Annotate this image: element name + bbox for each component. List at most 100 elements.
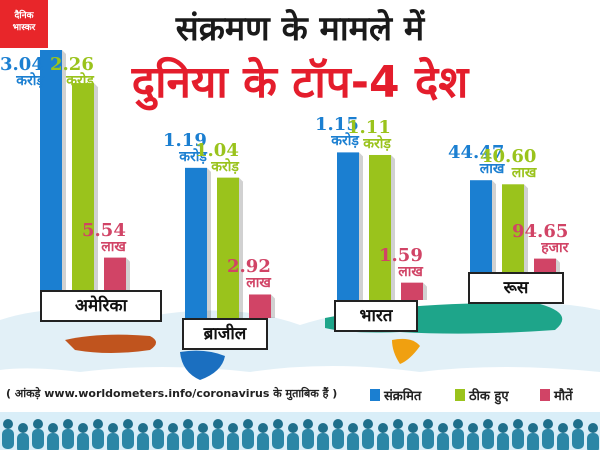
crowd-body xyxy=(302,429,314,449)
bar-shade xyxy=(423,282,427,300)
value-unit: करोड़ xyxy=(363,135,391,152)
crowd-head xyxy=(3,419,13,429)
value-unit: लाख xyxy=(246,275,271,292)
bar-shade xyxy=(359,152,363,300)
bar-shade xyxy=(239,177,243,318)
bar-deaths xyxy=(104,257,126,290)
crowd-head xyxy=(243,419,253,429)
bar-shade xyxy=(62,50,66,290)
crowd-head xyxy=(288,423,298,433)
value-label: 44.47 लाख xyxy=(448,144,504,178)
value-label: 1.15 करोड़ xyxy=(315,116,359,150)
crowd-silhouette xyxy=(0,412,600,450)
country-label: अमेरिका xyxy=(40,290,162,322)
value-label: 1.19 करोड़ xyxy=(163,129,207,166)
bar-deaths xyxy=(401,282,423,300)
crowd-head xyxy=(33,419,43,429)
bar-infected xyxy=(185,167,207,318)
crowd-body xyxy=(272,429,284,449)
bar-shade xyxy=(391,154,395,300)
value-number: 1.11 xyxy=(347,116,391,138)
bar-infected xyxy=(337,152,359,300)
value-label: 40.60 लाख xyxy=(480,148,536,182)
crowd-body xyxy=(32,429,44,449)
crowd-body xyxy=(482,429,494,449)
bar-recovered xyxy=(369,154,391,300)
crowd-head xyxy=(273,419,283,429)
crowd-body xyxy=(512,429,524,449)
bar-shade xyxy=(94,83,98,290)
value-number: 1.59 xyxy=(379,244,423,266)
value-unit: हजार xyxy=(541,239,569,256)
crowd-body xyxy=(242,429,254,449)
crowd-head xyxy=(483,419,493,429)
crowd-head xyxy=(498,423,508,433)
crowd-head xyxy=(138,423,148,433)
value-number: 2.92 xyxy=(227,256,271,278)
crowd-head xyxy=(318,423,328,433)
legend-item: संक्रमित xyxy=(370,386,421,404)
value-label: 3.04 करोड़ xyxy=(0,56,44,90)
value-number: 94.65 xyxy=(512,220,569,242)
bar-deaths xyxy=(249,294,271,318)
brazil-map xyxy=(180,350,225,380)
crowd-body xyxy=(92,429,104,449)
value-number: 2.26 xyxy=(50,54,94,75)
value-number: 1.19 xyxy=(163,129,207,151)
crowd-head xyxy=(48,423,58,433)
value-label: 2.26 करोड़ xyxy=(50,56,94,90)
bar-deaths xyxy=(534,258,556,272)
crowd-body xyxy=(392,429,404,449)
value-number: 40.60 xyxy=(480,146,537,168)
value-label: 1.04 करोड़ xyxy=(195,139,239,176)
crowd-head xyxy=(348,423,358,433)
value-unit: लाख xyxy=(511,165,537,182)
crowd-body xyxy=(452,429,464,449)
crowd-head xyxy=(393,419,403,429)
crowd-head xyxy=(78,423,88,433)
value-number: 5.54 xyxy=(82,219,126,241)
crowd-body xyxy=(227,433,239,450)
value-unit: लाख xyxy=(398,263,423,280)
crowd-body xyxy=(332,429,344,449)
value-unit: लाख xyxy=(479,161,505,178)
crowd-body xyxy=(17,433,29,450)
crowd-head xyxy=(333,419,343,429)
crowd-head xyxy=(213,419,223,429)
crowd-body xyxy=(437,433,449,450)
legend-label: संक्रमित xyxy=(384,389,422,404)
crowd-body xyxy=(287,433,299,450)
country-label: भारत xyxy=(334,300,418,332)
bar-infected xyxy=(40,50,62,290)
crowd-body xyxy=(362,429,374,449)
legend-swatch xyxy=(370,389,380,401)
source-note: ( आंकड़े www.worldometers.info/coronavir… xyxy=(6,387,338,400)
value-unit: करोड़ xyxy=(179,148,207,165)
value-unit: करोड़ xyxy=(211,158,239,175)
crowd-body xyxy=(47,433,59,450)
crowd-body xyxy=(122,429,134,449)
value-label: 5.54 लाख xyxy=(82,219,126,256)
crowd-head xyxy=(558,423,568,433)
country-label: रूस xyxy=(468,272,564,304)
crowd-body xyxy=(347,433,359,450)
crowd-head xyxy=(438,423,448,433)
crowd-head xyxy=(153,419,163,429)
crowd-head xyxy=(168,423,178,433)
crowd-body xyxy=(77,433,89,450)
value-number: 1.04 xyxy=(195,139,239,161)
value-unit: करोड़ xyxy=(331,133,359,150)
crowd-head xyxy=(303,419,313,429)
bar-shade xyxy=(556,258,560,272)
legend-label: ठीक हुए xyxy=(469,389,509,404)
bar-shade xyxy=(207,167,211,318)
crowd-body xyxy=(62,429,74,449)
crowd-band xyxy=(0,412,600,450)
crowd-head xyxy=(453,419,463,429)
crowd-body xyxy=(542,429,554,449)
crowd-body xyxy=(212,429,224,449)
title-line-1: संक्रमण के मामले में xyxy=(175,9,425,49)
crowd-head xyxy=(123,419,133,429)
crowd-head xyxy=(408,423,418,433)
value-label: 2.92 लाख xyxy=(227,258,271,292)
